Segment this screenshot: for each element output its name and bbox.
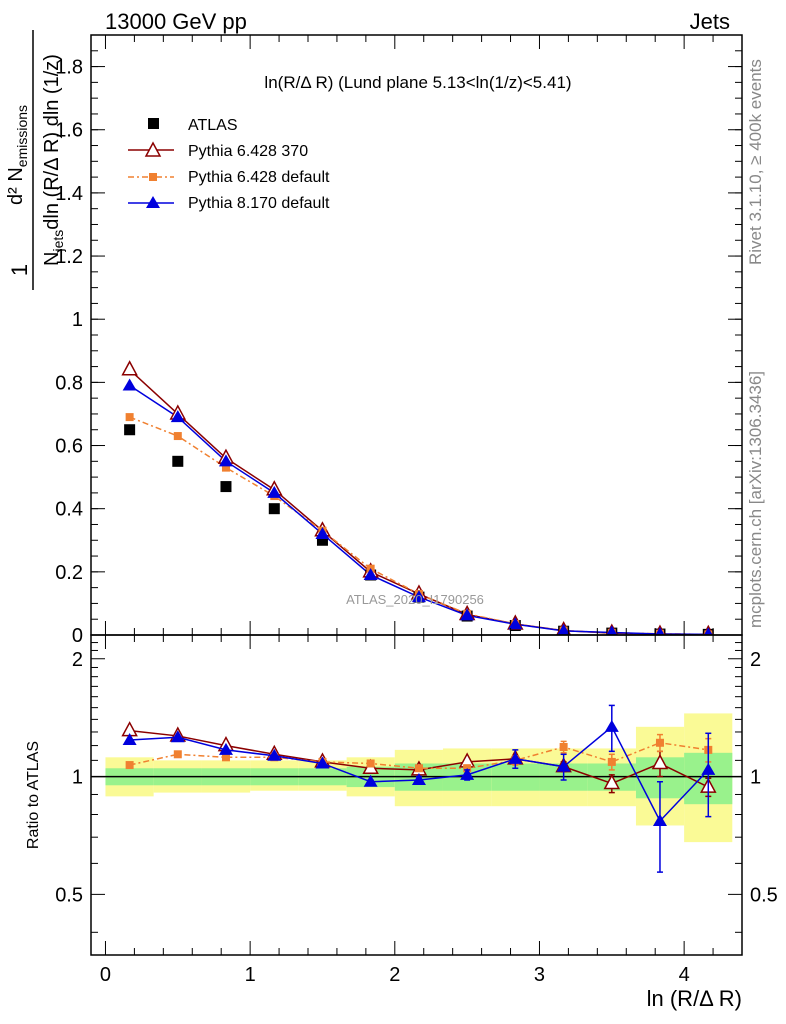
y-tick-label: 0.4 — [55, 499, 83, 521]
point — [315, 756, 330, 769]
point — [363, 774, 378, 787]
main-plot: 0 0.2 0.4 0.6 0.8 1 1.2 1.4 1.6 1.8 — [55, 34, 743, 647]
y-tick-label: 1.8 — [55, 57, 83, 79]
svg-text:ATLAS: ATLAS — [188, 117, 238, 134]
point — [606, 625, 618, 635]
legend-item-atlas: ATLAS — [148, 117, 238, 134]
point — [556, 759, 571, 772]
x-tick-label: 0 — [100, 964, 111, 986]
point — [315, 526, 330, 539]
point — [655, 627, 665, 635]
point — [122, 733, 137, 746]
point — [366, 759, 375, 768]
point — [173, 750, 182, 759]
main-y-axis-label: 1 d² Nemissions Njetsdln (R/Δ R) dln (1/… — [5, 30, 66, 290]
point — [460, 767, 475, 780]
svg-text:Njetsdln (R/Δ R) dln (1/z): Njetsdln (R/Δ R) dln (1/z) — [41, 54, 66, 266]
point — [121, 360, 138, 376]
point — [218, 454, 233, 467]
point — [411, 590, 426, 603]
legend-item-pythia6-370: Pythia 6.428 370 — [128, 141, 308, 160]
point — [655, 738, 664, 747]
legend-item-pythia8-default: Pythia 8.170 default — [128, 195, 330, 212]
point — [221, 463, 230, 472]
point — [460, 608, 475, 621]
y-tick-label: 0.6 — [55, 436, 83, 458]
point — [363, 568, 378, 580]
x-axis-label: ln (R/Δ R) — [647, 986, 742, 1011]
point — [267, 485, 282, 498]
point — [652, 813, 667, 826]
ratio-plot: 0.5 0.5 1 1 2 2 0 1 2 3 4 — [55, 634, 778, 986]
point — [701, 762, 716, 775]
point — [173, 432, 182, 441]
point — [220, 481, 232, 493]
header-right: Jets — [690, 9, 730, 34]
point — [603, 773, 621, 790]
ratio-y-label: Ratio to ATLAS — [25, 741, 42, 849]
ratio-y-tick-label: 0.5 — [55, 884, 83, 906]
x-tick-label: 2 — [389, 964, 400, 986]
point — [411, 772, 426, 785]
point — [122, 378, 137, 391]
ratio-frame — [90, 634, 743, 956]
point — [316, 534, 328, 546]
point — [267, 748, 282, 761]
x-tick-label: 4 — [679, 964, 690, 986]
point — [508, 751, 523, 764]
svg-text:Pythia 8.170 default: Pythia 8.170 default — [188, 195, 330, 212]
ratio-y-tick-label: 1 — [72, 767, 83, 789]
ratio-y-tick-label-right: 2 — [750, 649, 761, 671]
point — [604, 719, 619, 732]
point — [607, 757, 616, 766]
point — [172, 455, 184, 467]
point — [651, 753, 669, 770]
watermark: ATLAS_2020_I1790256 — [346, 592, 484, 607]
point — [703, 627, 713, 635]
ratio-y-tick-label-right: 0.5 — [750, 884, 778, 906]
plot-title: ln(R/Δ R) (Lund plane 5.13<ln(1/z)<5.41) — [264, 73, 571, 92]
point — [268, 503, 280, 515]
y-tick-label: 1.6 — [55, 120, 83, 142]
legend-item-pythia6-default: Pythia 6.428 default — [128, 169, 330, 186]
point — [170, 410, 185, 423]
point — [508, 617, 523, 630]
y-tick-label: 1.4 — [55, 183, 83, 205]
ratio-y-tick-label: 2 — [72, 649, 83, 671]
y-tick-label: 1.2 — [55, 246, 83, 268]
point — [218, 742, 233, 755]
x-tick-label: 1 — [245, 964, 256, 986]
point — [557, 623, 571, 635]
point — [125, 761, 134, 770]
ratio-y-tick-label-right: 1 — [750, 767, 761, 789]
svg-text:Pythia 6.428 370: Pythia 6.428 370 — [188, 143, 308, 160]
legend: ATLAS Pythia 6.428 370 Pythia 6.428 defa… — [128, 117, 330, 212]
svg-text:Pythia 6.428 default: Pythia 6.428 default — [188, 169, 330, 186]
rivet-label: Rivet 3.1.10, ≥ 400k events — [746, 59, 765, 265]
svg-text:d² Nemissions: d² Nemissions — [5, 105, 30, 205]
y-tick-label: 0 — [72, 625, 83, 647]
y-tick-label: 0.8 — [55, 372, 83, 394]
header-left: 13000 GeV pp — [105, 9, 247, 34]
y-tick-label: 0.2 — [55, 562, 83, 584]
point — [125, 413, 134, 422]
point — [414, 764, 423, 773]
svg-text:1: 1 — [7, 264, 32, 276]
point — [559, 743, 568, 751]
point — [221, 753, 230, 762]
x-tick-label: 3 — [534, 964, 545, 986]
mcplots-label: mcplots.cern.ch [arXiv:1306.3436] — [746, 371, 765, 628]
y-tick-label: 1 — [72, 309, 83, 331]
point — [124, 424, 136, 436]
point — [170, 730, 185, 743]
